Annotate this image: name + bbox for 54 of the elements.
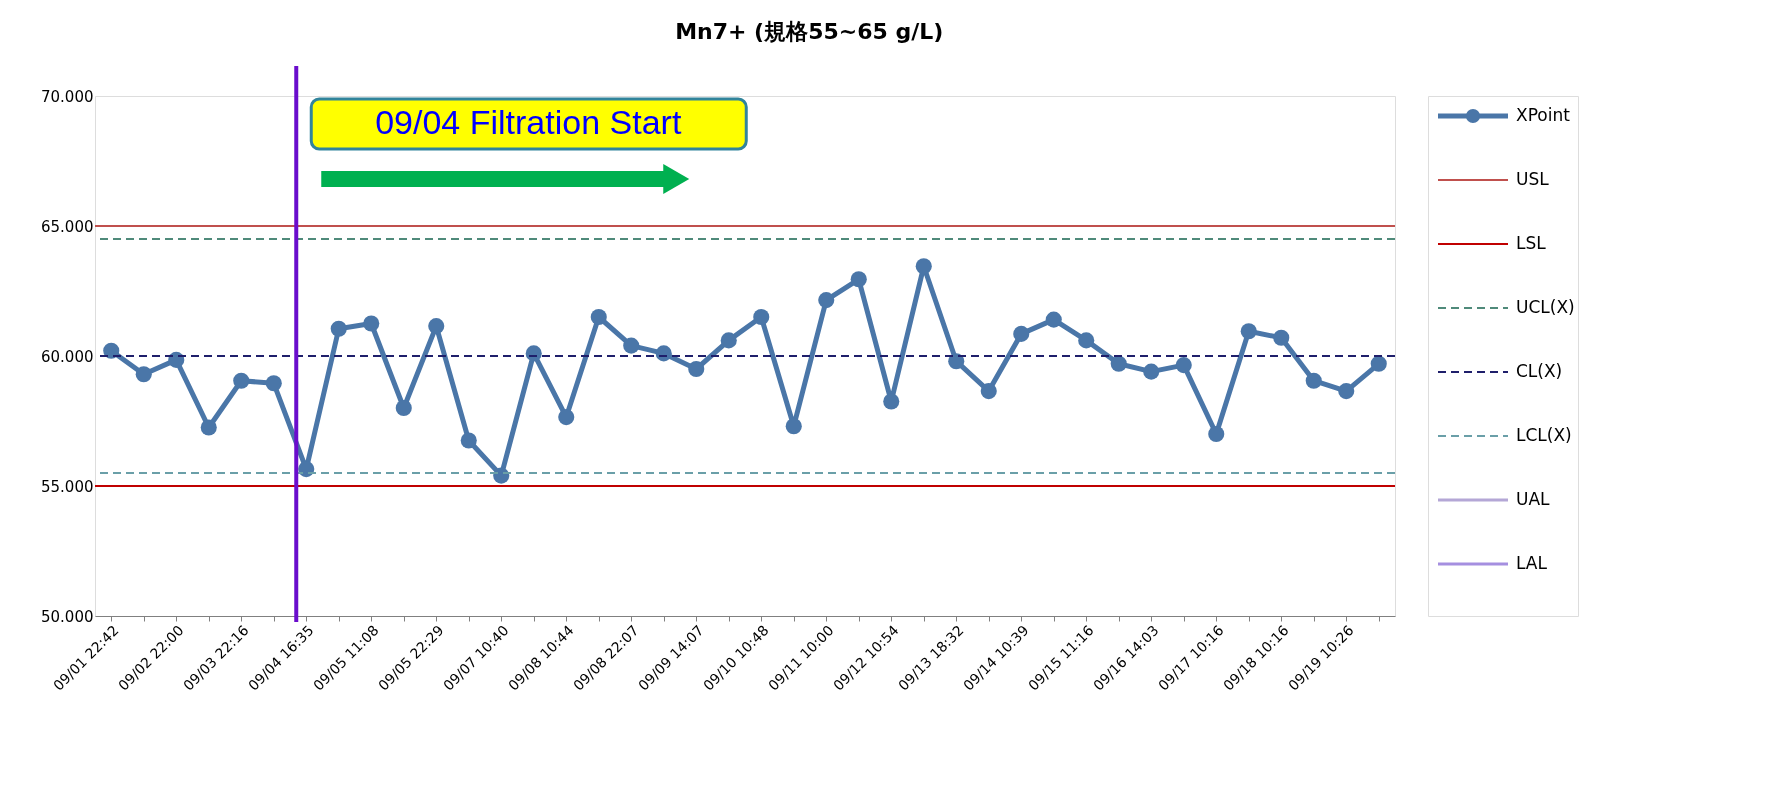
y-tick-label: 50.000 — [41, 607, 94, 626]
point — [460, 432, 477, 449]
legend-label: USL — [1516, 169, 1550, 189]
point — [915, 258, 932, 275]
point — [980, 383, 997, 400]
point — [558, 409, 575, 426]
y-tick-label: 65.000 — [41, 217, 94, 236]
point — [1338, 383, 1355, 400]
point — [1110, 355, 1127, 372]
point — [720, 332, 737, 349]
legend-label: UCL(X) — [1516, 297, 1575, 317]
point — [1013, 325, 1030, 342]
point — [818, 292, 835, 309]
point — [330, 320, 347, 337]
point — [135, 366, 152, 383]
y-tick-label: 60.000 — [41, 347, 94, 366]
annotation: 09/04 Filtration Start — [375, 103, 682, 141]
y-tick-label: 55.000 — [41, 477, 94, 496]
point — [1370, 355, 1387, 372]
point — [1208, 425, 1225, 443]
point — [688, 360, 705, 378]
legend-label: LSL — [1516, 233, 1547, 253]
point — [1305, 372, 1322, 389]
point — [623, 337, 640, 354]
legend-label: XPoint — [1516, 105, 1571, 125]
legend-label: UAL — [1516, 489, 1551, 509]
point — [590, 308, 607, 326]
point — [265, 375, 282, 392]
point — [168, 351, 185, 368]
legend-label: LAL — [1516, 553, 1548, 573]
point — [298, 461, 315, 478]
point — [883, 393, 900, 410]
y-tick-label: 70.000 — [41, 87, 94, 106]
point — [525, 345, 542, 362]
chart-title: Mn7+ (規格55~65 g/L) — [675, 18, 944, 44]
point — [1175, 357, 1192, 374]
point — [1273, 329, 1290, 346]
point — [428, 318, 445, 335]
point — [1045, 311, 1062, 328]
point — [103, 342, 120, 359]
point — [655, 345, 672, 362]
point — [395, 399, 412, 417]
point — [363, 315, 380, 332]
point — [753, 308, 770, 326]
point — [850, 271, 867, 288]
point — [1078, 332, 1095, 349]
legend-label: LCL(X) — [1516, 425, 1572, 445]
point — [1143, 363, 1160, 380]
point — [948, 353, 965, 370]
point — [233, 372, 250, 389]
point — [1240, 323, 1257, 340]
point — [785, 418, 802, 435]
point — [200, 419, 217, 436]
legend-label: CL(X) — [1516, 361, 1563, 381]
